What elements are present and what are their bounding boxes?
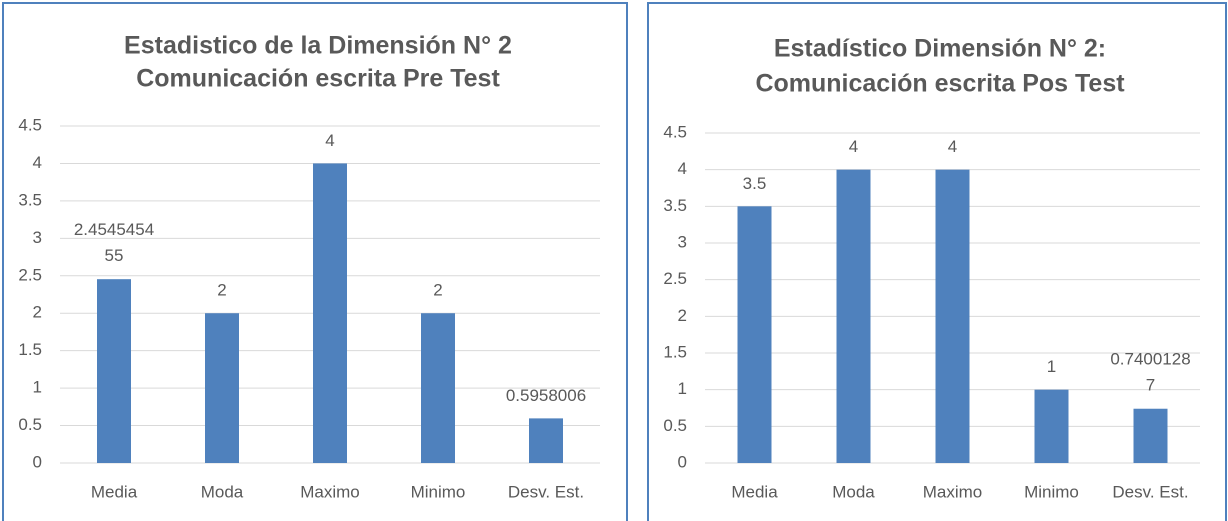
data-label: 2 [433, 281, 442, 300]
data-label-line: 55 [105, 247, 124, 266]
y-tick-label: 2.5 [663, 269, 687, 288]
bar [1133, 408, 1168, 463]
y-tick-label: 3.5 [663, 196, 687, 215]
x-tick-label: Minimo [411, 482, 466, 501]
bar [1034, 389, 1069, 463]
data-label: 4 [325, 131, 334, 150]
x-tick-label: Moda [832, 482, 875, 501]
chart-title: Comunicación escrita Pre Test [136, 65, 500, 93]
chart-frame [2, 2, 628, 521]
y-tick-label: 0.5 [663, 416, 687, 435]
x-tick-label: Media [731, 482, 778, 501]
chart-title: Comunicación escrita Pos Test [755, 70, 1125, 98]
bar [313, 163, 347, 463]
data-label: 2.4545454 55 [74, 221, 154, 266]
y-tick-label: 2 [678, 306, 687, 325]
y-tick-label: 3.5 [18, 190, 42, 209]
data-label: 4 [948, 137, 957, 156]
chart-title: Estadístico Dimensión N° 2: [774, 35, 1106, 63]
y-tick-label: 2 [33, 303, 42, 322]
data-label: 0.5958006 [506, 386, 586, 405]
x-tick-label: Desv. Est. [508, 482, 584, 501]
y-tick-label: 4 [678, 159, 687, 178]
y-tick-label: 0 [678, 452, 687, 471]
y-tick-label: 1 [678, 379, 687, 398]
data-label-line: 0.7400128 [1110, 350, 1190, 369]
data-label-line: 7 [1146, 376, 1155, 395]
bar [935, 169, 970, 463]
x-tick-label: Maximo [923, 482, 983, 501]
y-tick-label: 4.5 [663, 122, 687, 141]
y-tick-label: 1.5 [663, 342, 687, 361]
bar [205, 313, 239, 463]
bar [529, 418, 563, 463]
y-tick-label: 4.5 [18, 115, 42, 134]
chart-frame [647, 2, 1227, 521]
data-label: 4 [849, 137, 858, 156]
x-tick-label: Maximo [300, 482, 360, 501]
bar [97, 279, 131, 463]
data-label-line: 2.4545454 [74, 221, 154, 240]
y-tick-label: 3 [33, 228, 42, 247]
x-tick-label: Minimo [1024, 482, 1079, 501]
bar [737, 206, 772, 464]
data-label: 2 [217, 281, 226, 300]
data-label: 0.7400128 7 [1110, 350, 1190, 395]
y-tick-label: 0 [33, 452, 42, 471]
bar [421, 313, 455, 463]
data-label: 3.5 [743, 174, 767, 193]
y-tick-label: 1 [33, 378, 42, 397]
chart-title: Estadistico de la Dimensión N° 2 [124, 32, 512, 60]
bar [836, 169, 871, 463]
y-tick-label: 0.5 [18, 415, 42, 434]
data-label: 1 [1047, 357, 1056, 376]
y-tick-label: 3 [678, 232, 687, 251]
y-tick-label: 2.5 [18, 265, 42, 284]
x-tick-label: Desv. Est. [1112, 482, 1188, 501]
x-tick-label: Moda [201, 482, 244, 501]
y-tick-label: 1.5 [18, 340, 42, 359]
x-tick-label: Media [91, 482, 138, 501]
y-tick-label: 4 [33, 153, 42, 172]
